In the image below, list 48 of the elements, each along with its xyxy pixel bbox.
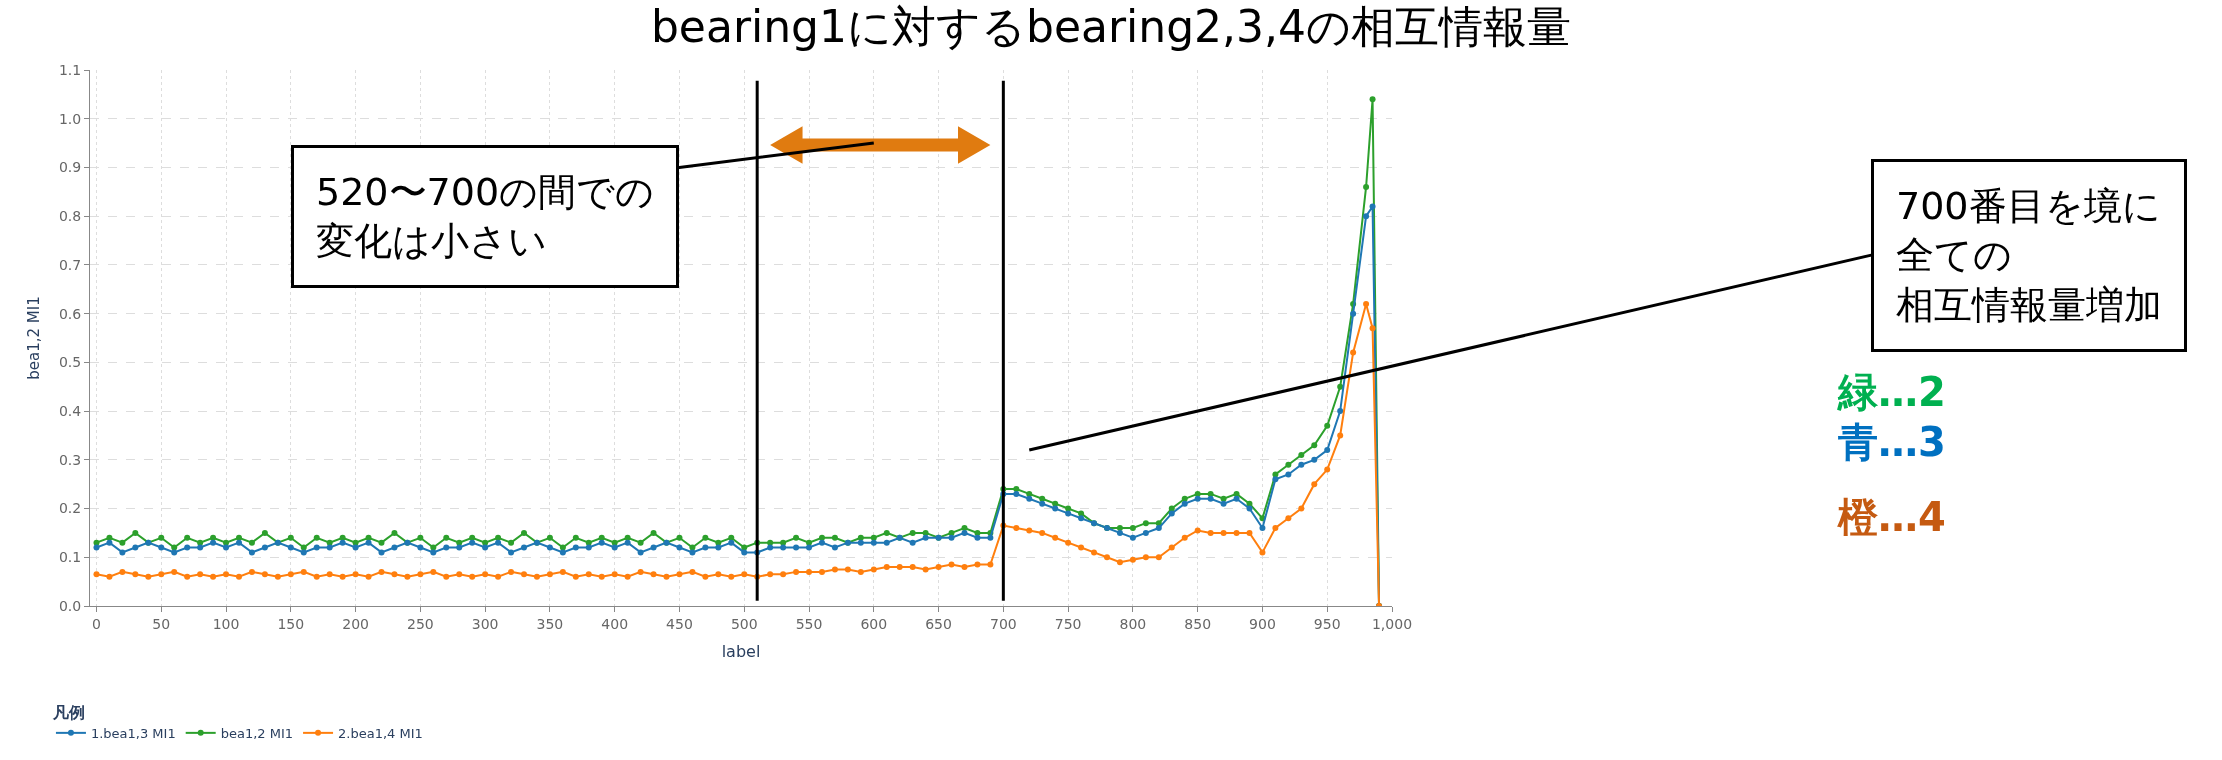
legend-label: bea1,2 MI1 [220,725,294,741]
text: 全ての [1896,233,2012,278]
x-tick-label: 350 [536,615,564,632]
legend-title: 凡例 [51,702,85,722]
x-tick-label: 600 [860,615,888,632]
text: 700番目を境に [1896,184,2161,228]
y-tick-label: 0.4 [58,402,82,419]
x-tick-label: 950 [1313,615,1341,632]
y-tick-label: 0.2 [58,500,82,517]
y-tick-label: 0.0 [58,597,82,614]
x-tick-label: 300 [471,615,499,632]
x-tick-label: 850 [1184,615,1212,632]
y-tick-label: 0.5 [58,354,82,371]
chart-title: bearing1に対するbearing2,3,4の相互情報量 [650,1,1572,53]
y-tick-label: 0.9 [58,159,82,176]
x-tick-label: 800 [1119,615,1147,632]
y-tick-label: 0.1 [58,549,82,566]
legend-label: 1.bea1,3 MI1 [90,725,176,741]
x-tick-label: 150 [277,615,305,632]
y-tick-label: 0.6 [58,305,82,322]
x-tick-label: 900 [1249,615,1276,632]
x-tick-label: 400 [601,615,629,632]
y-tick-label: 1.0 [58,110,82,127]
x-axis-title: label [721,642,761,662]
annotation: 変化は小さい [316,219,547,264]
x-tick-label: 250 [406,615,434,632]
x-tick-label: 100 [212,615,240,632]
text: 緑…2 [1837,369,1946,415]
y-tick-label: 0.7 [58,256,82,273]
y-tick-label: 1.1 [58,61,82,78]
y-tick-label: 0.3 [58,451,82,468]
x-tick-label: 750 [1054,615,1082,632]
x-tick-label: 0 [92,615,101,632]
x-tick-label: 550 [795,615,823,632]
x-tick-label: 700 [989,615,1017,632]
x-tick-label: 1,000 [1371,615,1413,632]
x-tick-label: 200 [342,615,369,632]
x-tick-label: 450 [666,615,693,632]
x-tick-label: 500 [730,615,758,632]
annotation: 520〜700の間での [316,170,655,214]
x-tick-label: 50 [152,615,171,632]
legend-label: 2.bea1,4 MI1 [338,725,423,741]
text: 相互情報量増加 [1896,282,2162,327]
text: 青…3 [1837,419,1946,465]
x-tick-label: 650 [925,615,952,632]
y-axis-title: bea1,2 MI1 [25,296,44,380]
text: 橙…4 [1837,494,1946,540]
y-tick-label: 0.8 [58,208,82,225]
